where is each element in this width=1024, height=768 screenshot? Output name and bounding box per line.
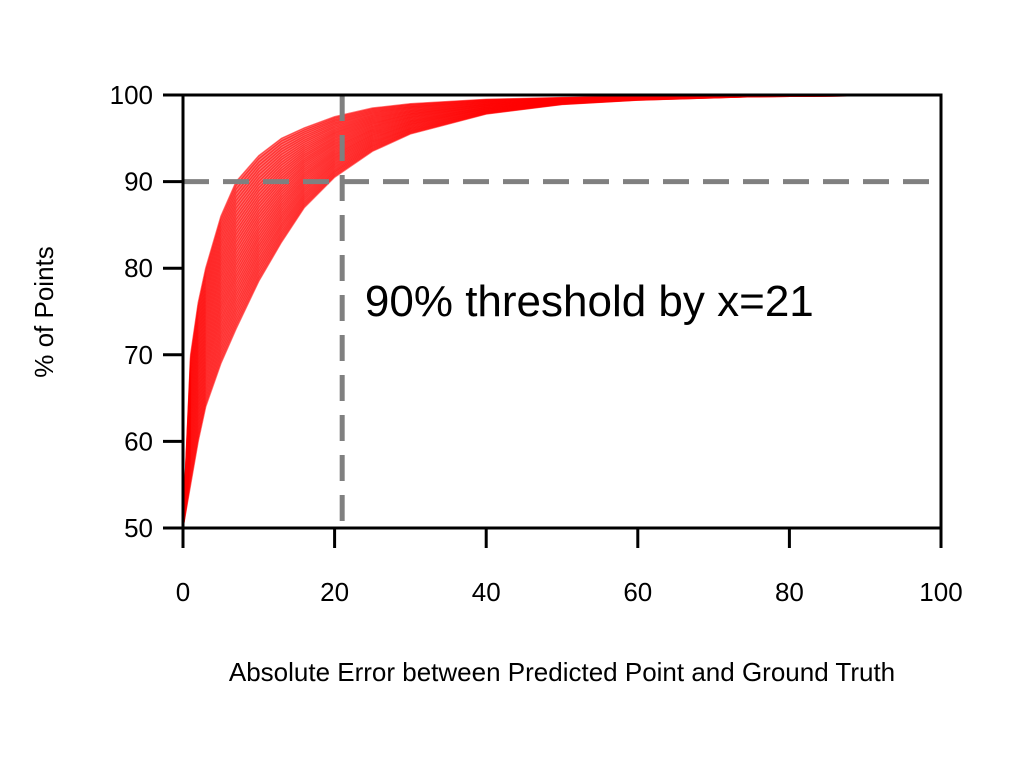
x-tick-label: 100 — [919, 577, 962, 607]
curve-line — [182, 94, 942, 529]
x-tick-label: 40 — [472, 577, 501, 607]
plot-frame — [181, 93, 943, 530]
x-tick-label: 20 — [320, 577, 349, 607]
y-tick-label: 90 — [124, 167, 153, 197]
y-axis-title: % of Points — [29, 246, 59, 378]
y-tick-label: 50 — [124, 513, 153, 543]
threshold-annotation: 90% threshold by x=21 — [365, 277, 814, 326]
y-tick-label: 60 — [124, 426, 153, 456]
reference-lines — [183, 95, 941, 528]
axis-ticks: 0 20 40 60 80 100 50 60 70 80 90 100 — [110, 80, 963, 607]
x-tick-label: 80 — [775, 577, 804, 607]
x-tick-label: 60 — [623, 577, 652, 607]
y-tick-label: 70 — [124, 340, 153, 370]
y-tick-label: 80 — [124, 253, 153, 283]
x-axis-title: Absolute Error between Predicted Point a… — [229, 657, 895, 687]
y-tick-label: 100 — [110, 80, 153, 110]
x-tick-label: 0 — [176, 577, 190, 607]
